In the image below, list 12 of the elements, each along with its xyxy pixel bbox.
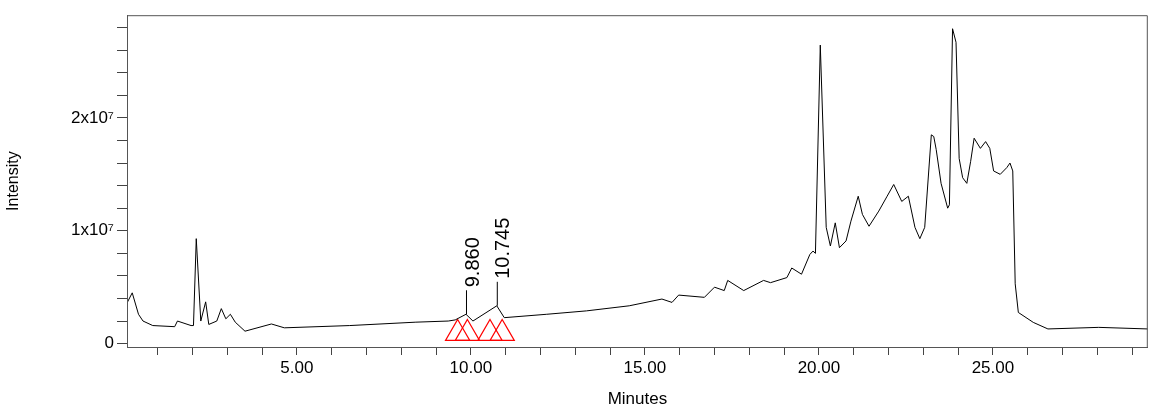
x-tick-label: 25.00 <box>971 357 1015 377</box>
x-tick-label: 10.00 <box>449 357 493 377</box>
y-axis-title: Intensity <box>4 151 22 211</box>
y-tick-label: 2x10⁷ <box>70 107 114 127</box>
x-tick-label: 5.00 <box>280 357 314 377</box>
x-axis-title: Minutes <box>607 389 668 409</box>
annotation: 9.860 <box>460 237 483 288</box>
x-tick-label: 20.00 <box>797 357 841 377</box>
y-tick-label: 0 <box>104 333 114 353</box>
y-tick-label: 1x10⁷ <box>70 220 114 240</box>
x-tick-label: 15.00 <box>623 357 667 377</box>
annotation: 10.745 <box>491 217 514 279</box>
